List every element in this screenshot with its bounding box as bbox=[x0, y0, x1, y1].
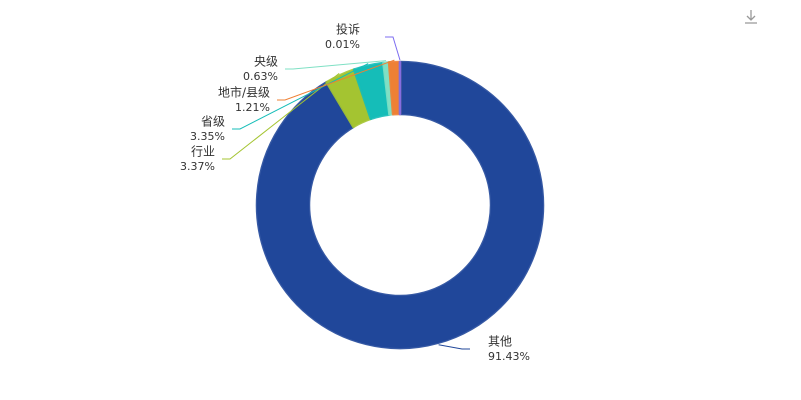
slice-label: 央级 bbox=[254, 55, 278, 69]
download-glyph bbox=[745, 10, 757, 24]
slice-value: 1.21% bbox=[235, 101, 270, 114]
slice-label: 地市/县级 bbox=[218, 85, 270, 100]
slice-value: 0.01% bbox=[325, 38, 360, 51]
leader-line bbox=[385, 36, 401, 61]
slice-label: 投诉 bbox=[336, 22, 360, 37]
slice-value: 3.37% bbox=[180, 160, 215, 173]
leader-line bbox=[222, 72, 340, 160]
leader-line bbox=[277, 59, 395, 101]
slice-label: 省级 bbox=[201, 115, 225, 129]
download-icon[interactable] bbox=[745, 10, 757, 24]
slice-value: 0.63% bbox=[243, 70, 278, 83]
slice-value: 3.35% bbox=[190, 130, 225, 143]
leader-line bbox=[285, 60, 387, 70]
slice-label: 其他 bbox=[488, 335, 512, 349]
leader-line bbox=[438, 344, 470, 350]
donut-segment bbox=[255, 60, 545, 350]
slice-label: 行业 bbox=[191, 145, 215, 159]
slice-value: 91.43% bbox=[488, 350, 530, 363]
